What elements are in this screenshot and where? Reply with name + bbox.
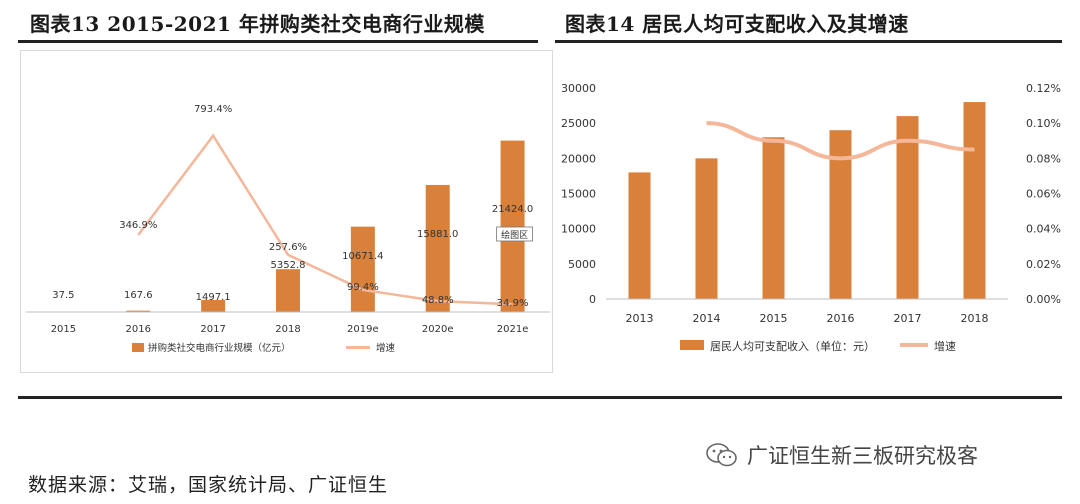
watermark-text: 广证恒生新三板研究极客 <box>747 444 978 468</box>
y2-tick-label: 0.12% <box>1026 82 1061 95</box>
bar <box>762 137 785 299</box>
growth-line <box>137 133 513 306</box>
y2-tick-label: 0.02% <box>1026 258 1061 271</box>
wechat-icon <box>706 443 737 467</box>
plot-frame <box>20 50 553 373</box>
left-chart-title: 图表13 2015-2021 年拼购类社交电商行业规模 <box>30 12 485 36</box>
y2-tick-label: 0.00% <box>1026 293 1061 306</box>
bar-data-label: 21424.0 <box>492 204 533 215</box>
y-tick-label: 15000 <box>561 188 596 201</box>
bar <box>350 226 375 312</box>
watermark: 广证恒生新三板研究极客 <box>705 440 978 470</box>
x-tick-label: 2018 <box>275 324 300 335</box>
bar-data-label: 167.6 <box>124 290 153 301</box>
y-tick-label: 30000 <box>561 82 596 95</box>
legend-line-label: 增速 <box>934 339 956 353</box>
annotation-label: 绘图区 <box>501 229 528 241</box>
left-chart: 2015 2016 2017 2018 2019e 2020e 2021e 37.5 167.6… <box>20 50 553 373</box>
y2-tick-label: 0.08% <box>1026 152 1061 165</box>
x-tick-label: 2017 <box>894 312 922 325</box>
bar <box>829 130 852 299</box>
x-tick-label: 2017 <box>200 324 225 335</box>
bar <box>963 102 986 299</box>
y2-tick-label: 0.10% <box>1026 117 1061 130</box>
source-note: 数据来源：艾瑞，国家统计局、广证恒生 <box>28 474 389 496</box>
right-chart: 0 5000 10000 15000 20000 25000 30000 0.00% 0.02%… <box>561 82 1061 353</box>
x-tick-label: 2016 <box>827 312 855 325</box>
y2-tick-label: 0.04% <box>1026 223 1061 236</box>
top-rule-left <box>18 40 538 43</box>
y2-tick-label: 0.06% <box>1026 188 1061 201</box>
right-chart-title: 图表14 居民人均可支配收入及其增速 <box>565 12 909 36</box>
growth-line <box>706 121 975 161</box>
bar <box>500 140 525 312</box>
y-tick-label: 0 <box>589 293 596 306</box>
bar-data-label: 10671.4 <box>342 251 383 262</box>
legend-bar-swatch <box>132 343 144 352</box>
growth-data-label: 34.9% <box>497 298 529 309</box>
top-rule-right <box>555 40 1062 43</box>
x-tick-label: 2018 <box>961 312 989 325</box>
x-tick-label: 2020e <box>422 324 454 335</box>
x-tick-label: 2013 <box>626 312 654 325</box>
legend-line-label: 增速 <box>376 342 396 354</box>
x-tick-label: 2015 <box>51 324 76 335</box>
x-tick-label: 2019e <box>347 324 379 335</box>
y-tick-label: 5000 <box>568 258 596 271</box>
bar-data-label: 15881.0 <box>417 229 458 240</box>
growth-data-label: 793.4% <box>194 104 232 115</box>
bar-data-label: 5352.8 <box>271 260 306 271</box>
growth-data-label: 257.6% <box>269 242 307 253</box>
bar <box>425 184 450 312</box>
x-tick-label: 2015 <box>760 312 788 325</box>
annotation-box <box>496 226 533 242</box>
y-tick-label: 20000 <box>561 152 596 165</box>
growth-data-label: 48.8% <box>422 295 454 306</box>
legend-bar-swatch <box>680 340 704 350</box>
growth-data-label: 346.9% <box>119 220 157 231</box>
legend-bar-label: 拼购类社交电商行业规模（亿元） <box>148 342 291 354</box>
bar-data-label: 37.5 <box>52 290 74 301</box>
legend-bar-label: 居民人均可支配收入（单位：元） <box>710 339 875 353</box>
growth-data-label: 99.4% <box>347 282 379 293</box>
bar <box>201 300 226 312</box>
bar <box>628 172 651 299</box>
bar <box>126 310 151 312</box>
bar <box>276 269 300 312</box>
y-tick-label: 25000 <box>561 117 596 130</box>
bottom-rule <box>18 396 1062 399</box>
x-tick-label: 2021e <box>497 324 529 335</box>
y-tick-label: 10000 <box>561 223 596 236</box>
x-tick-label: 2014 <box>693 312 721 325</box>
x-tick-label: 2016 <box>126 324 151 335</box>
bar <box>896 116 919 299</box>
bar-data-label: 1497.1 <box>196 292 231 303</box>
bar <box>695 158 718 299</box>
